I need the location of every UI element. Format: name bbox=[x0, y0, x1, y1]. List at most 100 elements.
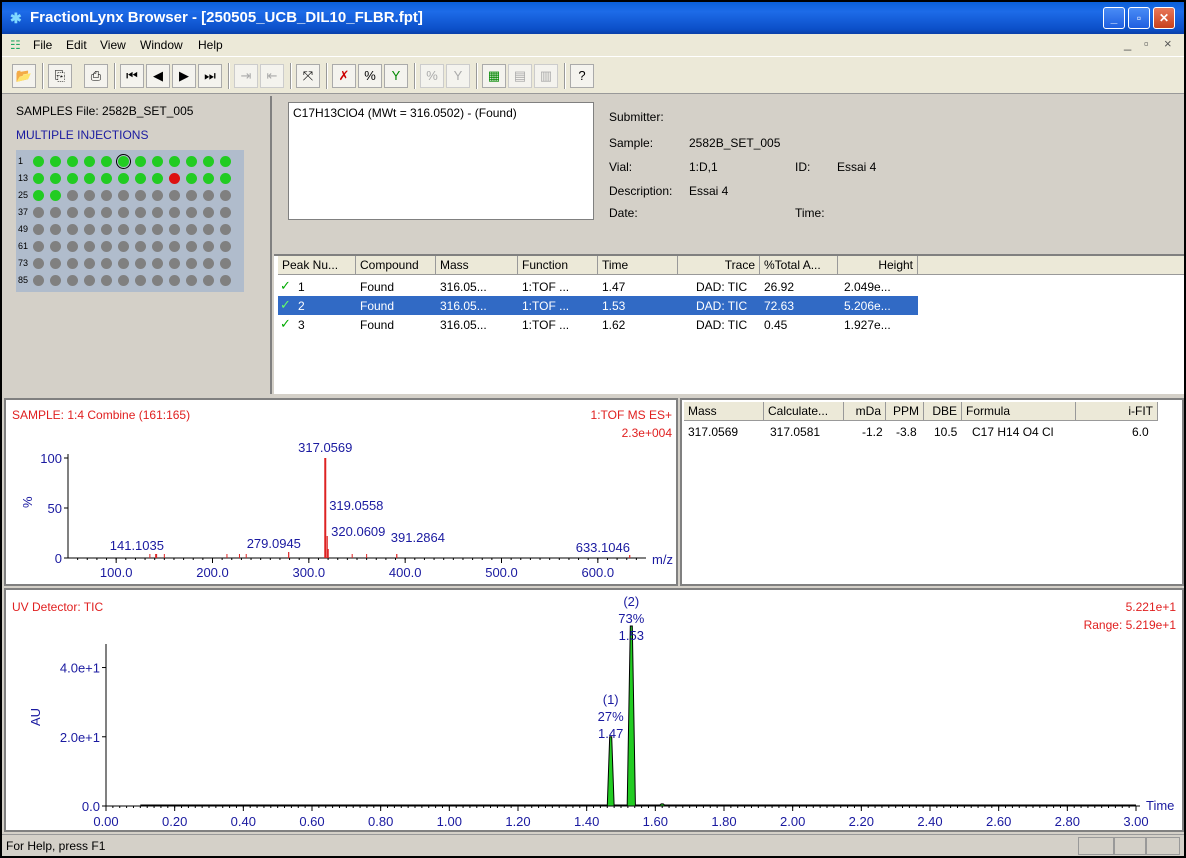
sample-well[interactable] bbox=[67, 275, 78, 286]
sample-well[interactable] bbox=[169, 258, 180, 269]
mdi-minimize-button[interactable]: _ bbox=[1124, 36, 1132, 51]
sample-well[interactable] bbox=[220, 224, 231, 235]
sample-well[interactable] bbox=[169, 241, 180, 252]
sample-well[interactable] bbox=[152, 156, 163, 167]
sample-well[interactable] bbox=[84, 190, 95, 201]
sample-well[interactable] bbox=[84, 241, 95, 252]
sample-well[interactable] bbox=[152, 241, 163, 252]
sample-well[interactable] bbox=[169, 207, 180, 218]
col-header-ppm[interactable]: PPM bbox=[886, 402, 924, 421]
sample-well[interactable] bbox=[101, 156, 112, 167]
sample-well[interactable] bbox=[84, 224, 95, 235]
col-header-time[interactable]: Time bbox=[598, 256, 678, 275]
sample-well[interactable] bbox=[84, 207, 95, 218]
zoom-fit-icon[interactable]: ⤧ bbox=[296, 64, 320, 88]
sample-well[interactable] bbox=[50, 156, 61, 167]
col-header-formula[interactable]: Formula bbox=[962, 402, 1076, 421]
col-header-mda[interactable]: mDa bbox=[844, 402, 886, 421]
report-icon[interactable]: ▦ bbox=[482, 64, 506, 88]
sample-well[interactable] bbox=[203, 224, 214, 235]
col-header-height[interactable]: Height bbox=[838, 256, 918, 275]
menu-window[interactable]: Window bbox=[140, 38, 183, 52]
menu-file[interactable]: File bbox=[33, 38, 53, 52]
help-icon[interactable]: ? bbox=[570, 64, 594, 88]
sample-well[interactable] bbox=[101, 190, 112, 201]
sample-well[interactable] bbox=[118, 258, 129, 269]
mdi-restore-button[interactable]: ▫ bbox=[1144, 36, 1149, 51]
sample-well[interactable] bbox=[186, 258, 197, 269]
sample-well[interactable] bbox=[101, 224, 112, 235]
sample-well[interactable] bbox=[67, 156, 78, 167]
sample-well[interactable] bbox=[33, 241, 44, 252]
sample-well[interactable] bbox=[186, 190, 197, 201]
sample-well[interactable] bbox=[118, 224, 129, 235]
copy-icon[interactable]: ⎘ bbox=[48, 64, 72, 88]
filter-icon[interactable]: Y bbox=[384, 64, 408, 88]
sample-well[interactable] bbox=[118, 207, 129, 218]
sample-well[interactable] bbox=[152, 207, 163, 218]
mdi-close-button[interactable]: × bbox=[1164, 36, 1172, 51]
sample-well[interactable] bbox=[67, 173, 78, 184]
open-icon[interactable]: 📂 bbox=[12, 64, 36, 88]
sample-well[interactable] bbox=[67, 241, 78, 252]
col-header-ifit[interactable]: i-FIT bbox=[1076, 402, 1158, 421]
next-icon[interactable]: ▶ bbox=[172, 64, 196, 88]
sample-well[interactable] bbox=[50, 241, 61, 252]
sample-well[interactable] bbox=[169, 173, 180, 184]
import-icon[interactable]: ⇤ bbox=[260, 64, 284, 88]
sample-well[interactable] bbox=[33, 224, 44, 235]
table-row[interactable]: ✓ 3 Found 316.05... 1:TOF ... 1.62 DAD: … bbox=[278, 315, 918, 334]
sample-well[interactable] bbox=[101, 241, 112, 252]
sample-well[interactable] bbox=[33, 275, 44, 286]
first-icon[interactable]: ⏮ bbox=[120, 64, 144, 88]
menu-edit[interactable]: Edit bbox=[66, 38, 87, 52]
sample-well[interactable] bbox=[203, 156, 214, 167]
sample-well[interactable] bbox=[50, 207, 61, 218]
filter-disabled-icon[interactable]: Y bbox=[446, 64, 470, 88]
sample-well[interactable] bbox=[50, 224, 61, 235]
sample-well[interactable] bbox=[118, 173, 129, 184]
col-header-mass[interactable]: Mass bbox=[436, 256, 518, 275]
reject-icon[interactable]: ✗ bbox=[332, 64, 356, 88]
sample-well[interactable] bbox=[152, 173, 163, 184]
sample-well[interactable] bbox=[152, 224, 163, 235]
sample-well[interactable] bbox=[220, 173, 231, 184]
sample-well[interactable] bbox=[169, 224, 180, 235]
sample-well[interactable] bbox=[101, 275, 112, 286]
sample-well[interactable] bbox=[118, 275, 129, 286]
col-header-calculated[interactable]: Calculate... bbox=[764, 402, 844, 421]
sample-well[interactable] bbox=[169, 275, 180, 286]
sample-well[interactable] bbox=[67, 258, 78, 269]
sample-well[interactable] bbox=[135, 224, 146, 235]
col-header-total-area[interactable]: %Total A... bbox=[760, 256, 838, 275]
sample-well[interactable] bbox=[118, 241, 129, 252]
sample-well[interactable] bbox=[186, 173, 197, 184]
uv-chromatogram-panel[interactable]: UV Detector: TIC 5.221e+1 Range: 5.219e+… bbox=[4, 588, 1184, 832]
sample-well[interactable] bbox=[67, 207, 78, 218]
sample-well[interactable] bbox=[50, 258, 61, 269]
sample-well[interactable] bbox=[220, 275, 231, 286]
col-header-peak[interactable]: Peak Nu... bbox=[278, 256, 356, 275]
sample-well[interactable] bbox=[152, 190, 163, 201]
col-header-mass[interactable]: Mass bbox=[684, 402, 764, 421]
sample-well[interactable] bbox=[33, 173, 44, 184]
table-row-selected[interactable]: ✓ 2 Found 316.05... 1:TOF ... 1.53 DAD: … bbox=[278, 296, 918, 315]
sample-well[interactable] bbox=[84, 258, 95, 269]
sample-well[interactable] bbox=[33, 156, 44, 167]
sample-well[interactable] bbox=[33, 258, 44, 269]
sample-well[interactable] bbox=[186, 241, 197, 252]
sample-well[interactable] bbox=[135, 173, 146, 184]
sample-well[interactable] bbox=[116, 154, 131, 169]
sample-well[interactable] bbox=[169, 156, 180, 167]
sample-plate[interactable]: 1 13 25 37 49 61 73 85 bbox=[16, 150, 244, 292]
menu-help[interactable]: Help bbox=[198, 38, 223, 52]
sample-well[interactable] bbox=[33, 190, 44, 201]
last-icon[interactable]: ⏭ bbox=[198, 64, 222, 88]
sample-well[interactable] bbox=[84, 156, 95, 167]
sample-well[interactable] bbox=[186, 275, 197, 286]
sample-well[interactable] bbox=[67, 224, 78, 235]
maximize-button[interactable]: ▫ bbox=[1128, 7, 1150, 29]
sample-well[interactable] bbox=[203, 207, 214, 218]
sample-well[interactable] bbox=[33, 207, 44, 218]
sample-well[interactable] bbox=[220, 207, 231, 218]
